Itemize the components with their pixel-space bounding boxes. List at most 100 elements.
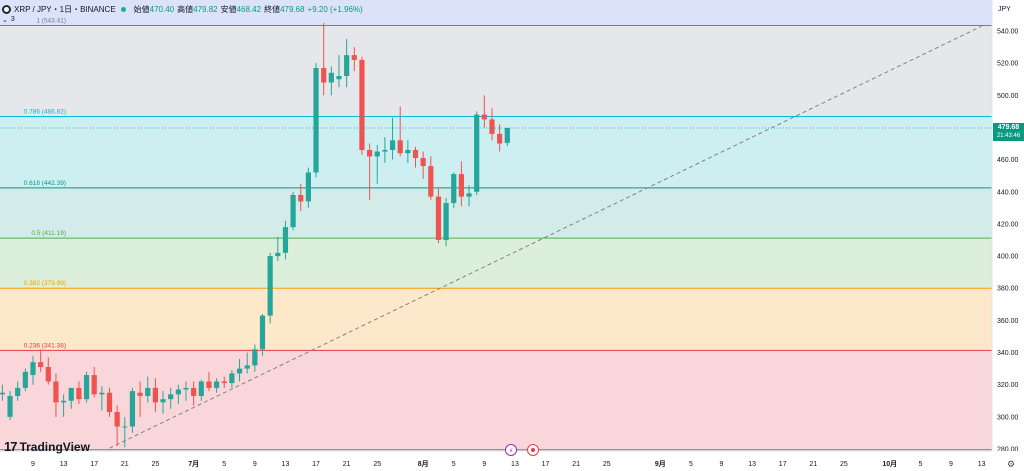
candle-body — [191, 387, 197, 396]
x-tick-label: 10月 — [882, 460, 897, 468]
x-tick-label: 17 — [90, 461, 98, 468]
x-tick-label: 8月 — [418, 460, 429, 468]
x-tick-label: 25 — [840, 461, 848, 468]
candle-body — [474, 114, 480, 192]
high-value: 479.82 — [193, 4, 218, 14]
x-tick-label: 13 — [282, 461, 290, 468]
tradingview-logo[interactable]: 17 TradingView — [4, 439, 90, 454]
tradingview-mark-icon: 17 — [4, 439, 18, 454]
x-tick-label: 9 — [31, 461, 35, 468]
candle-body — [61, 400, 67, 403]
candle-body — [451, 174, 457, 204]
x-tick-label: 13 — [60, 461, 68, 468]
candle-body — [129, 391, 136, 427]
high-label: 高値 — [177, 4, 194, 14]
candle-body — [214, 381, 220, 388]
x-tick-label: 9 — [949, 461, 953, 468]
bottom-band — [0, 449, 992, 451]
fib-level-label: 0.5 (411.19) — [31, 230, 66, 237]
candle-body — [397, 140, 403, 154]
x-tick-label: 17 — [312, 461, 320, 468]
candle-body — [30, 362, 36, 376]
y-tick-label: 400.00 — [997, 254, 1019, 261]
candle-body — [382, 149, 388, 152]
indicator-collapse-button[interactable]: ⌄ 3 — [2, 16, 15, 24]
y-tick-label: 460.00 — [997, 157, 1019, 164]
fib-band — [0, 25, 992, 117]
open-label: 始値 — [133, 4, 150, 14]
fib-level-label: 1 (543.41) — [36, 18, 66, 25]
candle-body — [76, 387, 82, 400]
event-dot-icon — [531, 448, 535, 452]
x-tick-label: 9月 — [655, 460, 666, 468]
x-tick-label: 9 — [253, 461, 257, 468]
candle-body — [106, 392, 113, 413]
candle-body — [7, 395, 13, 417]
candle-body — [168, 394, 174, 400]
x-tick-label: 7月 — [188, 460, 199, 468]
candle-body — [367, 149, 373, 157]
lightning-icon: ⚡ — [509, 447, 514, 455]
x-tick-label: 5 — [689, 461, 693, 468]
candle-body — [336, 76, 342, 80]
chevron-down-icon: ⌄ — [2, 17, 8, 24]
x-tick-label: 17 — [542, 461, 550, 468]
candle-body — [328, 72, 334, 83]
indicator-count: 3 — [10, 16, 15, 23]
candle-body — [351, 55, 357, 60]
candle-body — [374, 151, 380, 157]
candle-body — [481, 114, 487, 120]
candle-body — [443, 203, 449, 240]
candle-body — [91, 375, 97, 395]
x-tick-label: 21 — [343, 461, 351, 468]
fib-level-label: 0.786 (486.82) — [24, 108, 66, 115]
candle-body — [175, 389, 181, 395]
candle-body — [160, 399, 166, 403]
y-tick-label: 380.00 — [997, 286, 1019, 293]
fib-band — [0, 288, 992, 351]
settings-gear-icon[interactable]: ⚙ — [1007, 459, 1016, 469]
candle-body — [389, 140, 396, 150]
candle-body — [198, 381, 204, 396]
candle-body — [137, 392, 143, 396]
candle-body — [183, 387, 189, 390]
close-label: 終値 — [264, 4, 281, 14]
candle-body — [221, 381, 227, 384]
last-price-tag: 479.68 21:43:46 — [993, 123, 1024, 141]
close-value: 479.68 — [280, 4, 305, 14]
candle-body — [83, 375, 90, 400]
change-value: +9.20 (+1.96%) — [307, 4, 363, 14]
x-tick-label: 21 — [572, 461, 580, 468]
last-price-value: 479.68 — [997, 124, 1020, 131]
candle-body — [252, 349, 258, 366]
y-tick-label: 320.00 — [997, 382, 1019, 389]
candle-body — [68, 387, 74, 401]
x-tick-label: 25 — [152, 461, 160, 468]
candle-body — [420, 158, 426, 167]
y-tick-label: 440.00 — [997, 189, 1019, 196]
y-tick-label: 340.00 — [997, 350, 1019, 357]
x-tick-label: 25 — [373, 461, 381, 468]
candle-body — [38, 362, 44, 368]
candle-body — [504, 127, 510, 143]
fib-band — [0, 350, 992, 450]
candle-body — [0, 392, 5, 395]
symbol-title[interactable]: XRP / JPY・1日・BINANCE — [14, 4, 116, 14]
candle-body — [489, 119, 495, 134]
open-value: 470.40 — [149, 4, 175, 14]
y-tick-label: 420.00 — [997, 221, 1019, 228]
fib-band — [0, 238, 992, 289]
candle-body — [45, 367, 51, 382]
candle-body — [412, 149, 419, 159]
tradingview-logo-text: TradingView — [19, 439, 90, 454]
event-split-marker[interactable] — [505, 444, 517, 456]
candle-body — [206, 381, 212, 388]
candle-body — [53, 381, 59, 403]
candle-body — [122, 426, 128, 428]
market-status-dot — [120, 6, 126, 12]
candle-body — [259, 315, 266, 350]
candle-body — [114, 412, 120, 427]
countdown-time: 21:43:46 — [996, 133, 1021, 139]
